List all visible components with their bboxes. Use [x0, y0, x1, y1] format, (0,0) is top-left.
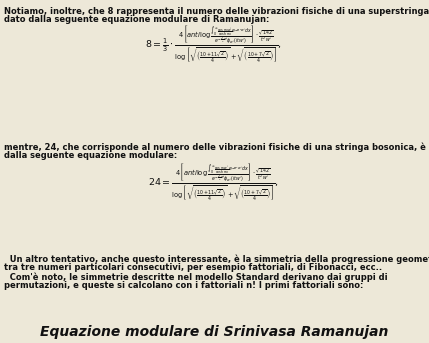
Text: tra tre numeri particolari consecutivi, per esempio fattoriali, di Fibonacci, ec: tra tre numeri particolari consecutivi, … [4, 263, 382, 272]
Text: $8 = \frac{1}{3} \cdot \frac{4\left[\mathit{anti}\log \frac{\int_0^{\infty}\frac: $8 = \frac{1}{3} \cdot \frac{4\left[\mat… [145, 25, 283, 67]
Text: permutazioni, e queste si calcolano con i fattoriali n! I primi fattoriali sono:: permutazioni, e queste si calcolano con … [4, 281, 363, 289]
Text: mentre, 24, che corrisponde al numero delle vibrazioni fisiche di una stringa bo: mentre, 24, che corrisponde al numero de… [4, 143, 429, 153]
Text: Notiamo, inoltre, che 8 rappresenta il numero delle vibrazioni fisiche di una su: Notiamo, inoltre, che 8 rappresenta il n… [4, 6, 429, 15]
Text: dato dalla seguente equazione modulare di Ramanujan:: dato dalla seguente equazione modulare d… [4, 14, 269, 24]
Text: Com'è noto, le simmetrie descritte nel modello Standard derivano dai gruppi di: Com'è noto, le simmetrie descritte nel m… [4, 272, 388, 282]
Text: Un altro tentativo, anche questo interessante, è la simmetria della progressione: Un altro tentativo, anche questo interes… [4, 255, 429, 264]
Text: Equazione modulare di Srinivasa Ramanujan: Equazione modulare di Srinivasa Ramanuja… [40, 325, 388, 339]
Text: dalla seguente equazione modulare:: dalla seguente equazione modulare: [4, 152, 177, 161]
Text: $24 = \frac{4\left[\mathit{anti}\log \frac{\int_0^{\infty}\frac{\cos \pi x w'}{\: $24 = \frac{4\left[\mathit{anti}\log \fr… [148, 163, 280, 204]
